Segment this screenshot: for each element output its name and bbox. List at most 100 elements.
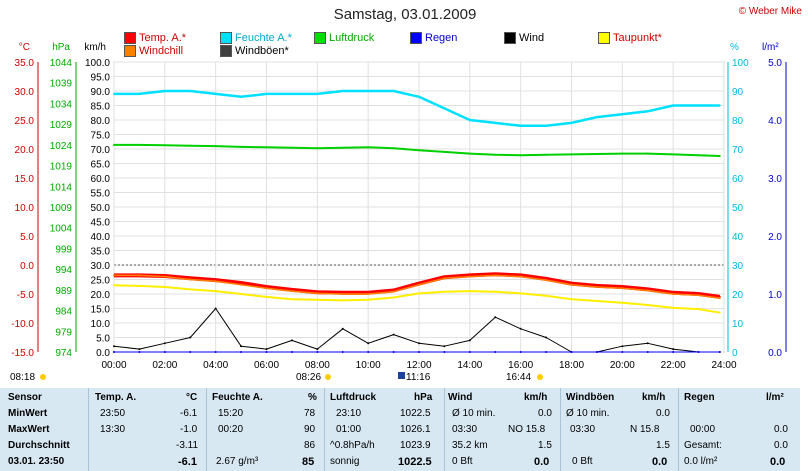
- pressure-tick-label: 984: [55, 307, 72, 318]
- legend-swatch-windchill: [124, 45, 136, 57]
- legend-dewpoint: Taupunkt*: [598, 32, 662, 44]
- data-point: [494, 351, 497, 353]
- data-point: [392, 351, 395, 353]
- data-point: [646, 289, 649, 292]
- gust-info: 0 Bft: [572, 456, 593, 467]
- wind-tick-label: 75.0: [91, 131, 111, 142]
- pressure-tick-label: 999: [55, 244, 72, 255]
- temp-tick-label: 25.0: [15, 116, 35, 127]
- data-point: [418, 283, 420, 286]
- humidity-tick-label: 80: [732, 116, 744, 127]
- data-point: [240, 283, 243, 286]
- data-point: [621, 345, 624, 348]
- data-point: [214, 307, 217, 310]
- x-tick-label: 24:00: [711, 360, 736, 371]
- temp-time: 23:50: [100, 408, 126, 419]
- data-point: [240, 281, 243, 284]
- humidity-value: 78: [304, 408, 316, 419]
- table-divider: [678, 388, 679, 471]
- data-point: [138, 351, 141, 353]
- data-point: [240, 293, 243, 295]
- pressure-value: 1023.9: [400, 440, 431, 451]
- legend-label-windchill: Windchill: [139, 45, 184, 57]
- event-time-0: 08:18: [10, 372, 36, 383]
- sunset-marker: [537, 374, 543, 380]
- data-point: [113, 143, 115, 146]
- humidity-tick-label: 90: [732, 87, 744, 98]
- data-point: [189, 90, 192, 92]
- pressure-tick-label: 994: [55, 265, 72, 276]
- data-point: [494, 153, 497, 156]
- legend-swatch-rain: [410, 32, 422, 44]
- pressure-time: sonnig: [330, 456, 360, 467]
- data-point: [418, 149, 420, 152]
- data-point: [265, 348, 268, 351]
- data-point: [494, 274, 497, 277]
- wind-tick-label: 20.0: [91, 290, 111, 301]
- data-point: [519, 154, 522, 157]
- data-point: [595, 116, 598, 119]
- data-point: [113, 92, 115, 95]
- data-point: [163, 275, 166, 278]
- wind-tick-label: 100.0: [85, 58, 110, 69]
- temp-tick-label: 0.0: [20, 261, 34, 272]
- wind-tick-label: 25.0: [91, 276, 111, 287]
- data-point: [468, 119, 471, 121]
- humidity-tick-label: 40: [732, 232, 744, 243]
- x-tick-label: 06:00: [254, 360, 279, 371]
- table-row: Durchschnitt -3.11 86 ^0.8hPa/h 1023.9 3…: [0, 438, 800, 454]
- data-point: [341, 327, 344, 330]
- x-tick-label: 22:00: [661, 360, 686, 371]
- data-point: [621, 113, 624, 116]
- legend-label-humidity: Feuchte A.*: [235, 32, 292, 44]
- data-point: [138, 274, 141, 277]
- gust-extra: N 15.8: [630, 424, 660, 435]
- data-point: [189, 336, 192, 339]
- data-point: [595, 351, 598, 353]
- legend-humidity: Feuchte A.*: [220, 32, 292, 44]
- data-point: [494, 316, 497, 319]
- data-point: [672, 293, 675, 295]
- legend-windchill: Windchill: [124, 45, 183, 57]
- data-point: [367, 90, 370, 92]
- header-rain-unit: l/m²: [766, 392, 784, 403]
- rain-unit-label: l/m²: [762, 42, 779, 53]
- data-point: [392, 90, 395, 92]
- data-point: [672, 104, 675, 107]
- data-point: [316, 147, 319, 150]
- humidity-time: 00:20: [218, 424, 244, 435]
- rain-value: 0.0: [770, 456, 786, 468]
- table-header-row: Sensor Temp. A. °C Feuchte A. % Luftdruc…: [0, 390, 800, 406]
- data-point: [697, 294, 700, 297]
- data-point: [316, 292, 319, 295]
- data-point: [418, 95, 420, 98]
- rain-value: 0.0: [774, 440, 788, 451]
- wind-tick-label: 55.0: [91, 189, 111, 200]
- data-point: [138, 143, 141, 146]
- wind-tick-label: 80.0: [91, 116, 111, 127]
- humidity-tick-label: 20: [732, 290, 744, 301]
- data-point: [113, 351, 115, 353]
- data-point: [265, 351, 268, 353]
- x-tick-label: 20:00: [610, 360, 635, 371]
- data-point: [392, 296, 395, 299]
- data-point: [672, 348, 675, 351]
- x-tick-label: 00:00: [101, 360, 126, 371]
- temp-value: -1.0: [180, 424, 198, 435]
- data-point: [646, 152, 649, 155]
- data-point: [672, 153, 675, 156]
- rain-tick-label: 5.0: [768, 58, 782, 69]
- data-point: [367, 293, 370, 295]
- table-row-current: 03.01. 23:50 -6.1 2.67 g/m³ 85 sonnig 10…: [0, 454, 800, 470]
- data-point: [718, 311, 721, 314]
- data-point: [443, 351, 446, 353]
- data-point: [290, 92, 293, 95]
- pressure-tick-label: 1009: [50, 203, 73, 214]
- temp-tick-label: 20.0: [15, 145, 35, 156]
- pressure-tick-label: 1039: [50, 79, 73, 90]
- data-point: [214, 290, 217, 293]
- humidity-tick-label: 30: [732, 261, 744, 272]
- data-point: [240, 351, 243, 353]
- x-tick-label: 08:00: [305, 360, 330, 371]
- header-wind: Wind: [448, 392, 473, 403]
